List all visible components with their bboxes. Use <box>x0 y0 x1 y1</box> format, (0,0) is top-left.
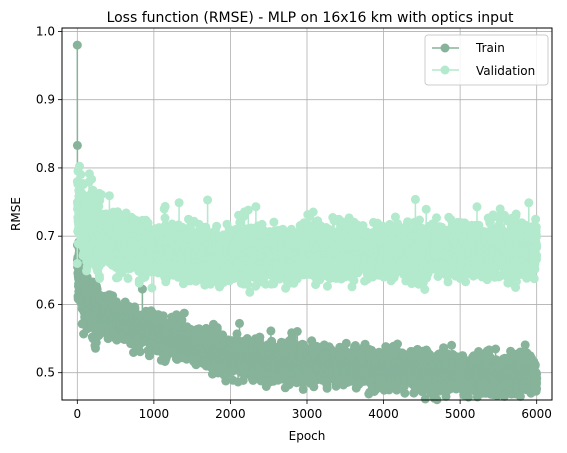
data-point <box>255 332 265 342</box>
data-point <box>72 40 82 50</box>
series-train <box>72 40 542 405</box>
data-point <box>235 318 244 328</box>
data-point <box>400 388 410 398</box>
data-point <box>341 338 351 348</box>
data-point <box>393 339 402 349</box>
data-point <box>322 383 332 393</box>
data-point <box>447 340 457 350</box>
series-layer <box>72 40 542 405</box>
data-point <box>135 347 145 357</box>
data-point <box>72 140 82 150</box>
data-point <box>179 308 189 318</box>
data-point <box>292 327 302 336</box>
chart-title: Loss function (RMSE) - MLP on 16x16 km w… <box>107 10 514 26</box>
data-point <box>266 326 276 336</box>
